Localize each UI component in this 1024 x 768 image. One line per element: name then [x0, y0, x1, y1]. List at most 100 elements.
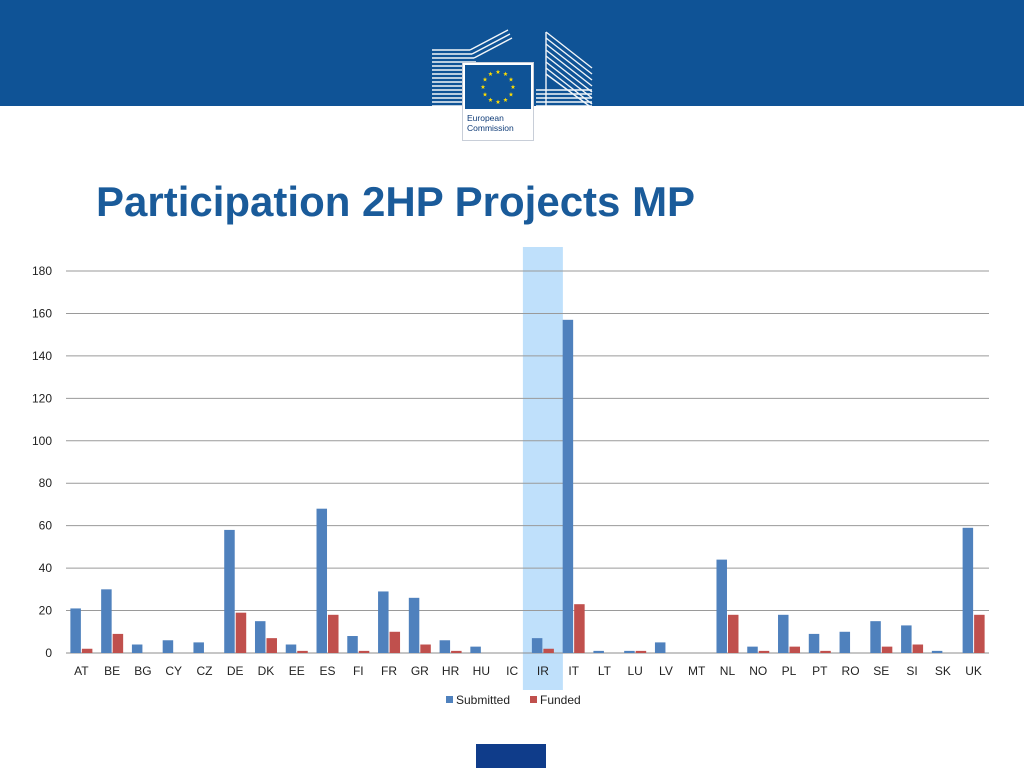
bar-submitted-lu — [624, 650, 635, 653]
x-tick-label: DK — [258, 664, 275, 678]
x-tick-label: PT — [812, 664, 828, 678]
bar-submitted-es — [316, 508, 328, 653]
star-icon — [488, 71, 493, 76]
x-tick-label: GR — [411, 664, 429, 678]
bar-funded-es — [328, 614, 339, 653]
bar-funded-hr — [451, 650, 462, 653]
star-icon — [495, 99, 501, 104]
legend-label-submitted: Submitted — [456, 693, 510, 707]
bar-submitted-cz — [193, 642, 204, 653]
y-tick-label: 120 — [32, 391, 52, 405]
bar-funded-be — [112, 633, 124, 653]
bar-submitted-pt — [808, 633, 820, 653]
x-tick-label: CY — [165, 664, 182, 678]
bar-submitted-dk — [254, 621, 266, 653]
european-commission-logo: European Commission — [430, 28, 594, 142]
star-icon — [495, 69, 501, 74]
star-icon — [510, 84, 516, 89]
footer-tab — [476, 744, 546, 768]
star-icon — [503, 71, 508, 76]
bar-submitted-lv — [654, 642, 666, 653]
star-icon — [488, 97, 493, 102]
legend-swatch-funded — [530, 696, 537, 703]
bar-submitted-hr — [439, 640, 451, 653]
y-tick-label: 40 — [39, 561, 53, 575]
x-tick-label: DE — [227, 664, 244, 678]
x-tick-label: UK — [965, 664, 982, 678]
bar-submitted-nl — [716, 559, 727, 653]
logo-text-line1: European — [467, 113, 504, 123]
bar-submitted-uk — [962, 527, 974, 653]
x-tick-label: LV — [659, 664, 673, 678]
bar-funded-pt — [820, 650, 831, 653]
y-tick-label: 0 — [45, 646, 52, 660]
bar-funded-uk — [974, 614, 985, 653]
y-tick-label: 20 — [39, 604, 53, 618]
x-tick-label: IR — [537, 664, 549, 678]
star-icon — [508, 92, 514, 97]
legend-label-funded: Funded — [540, 693, 581, 707]
x-tick-label: FR — [381, 664, 397, 678]
bar-funded-ee — [297, 650, 308, 653]
x-tick-label: SK — [935, 664, 951, 678]
bar-submitted-se — [870, 621, 881, 653]
x-tick-label: IC — [506, 664, 518, 678]
bar-submitted-de — [224, 529, 235, 653]
bar-submitted-cy — [162, 640, 174, 653]
bar-funded-at — [81, 648, 93, 653]
bar-submitted-pl — [778, 614, 789, 653]
bar-funded-dk — [266, 638, 277, 653]
bar-funded-no — [758, 650, 770, 653]
x-tick-label: ES — [320, 664, 336, 678]
x-tick-label: LT — [598, 664, 612, 678]
star-icon — [508, 77, 514, 82]
bar-submitted-hu — [470, 646, 481, 653]
x-tick-label: PL — [782, 664, 797, 678]
x-tick-label: FI — [353, 664, 364, 678]
x-tick-label: HU — [473, 664, 490, 678]
bar-funded-lu — [635, 650, 647, 653]
highlight-band — [522, 247, 563, 690]
bar-submitted-sk — [931, 650, 943, 653]
x-tick-label: HR — [442, 664, 460, 678]
bar-submitted-gr — [408, 597, 420, 653]
eu-stars-icon — [480, 69, 516, 104]
bar-funded-de — [235, 612, 247, 653]
star-icon — [482, 92, 488, 97]
star-icon — [503, 97, 508, 102]
bar-funded-ir — [543, 648, 554, 653]
bar-funded-fr — [389, 631, 401, 653]
legend: Submitted Funded — [446, 693, 581, 707]
bar-submitted-be — [101, 589, 112, 653]
x-tick-label: SI — [906, 664, 917, 678]
bar-funded-pl — [789, 646, 801, 653]
eu-flag — [465, 65, 531, 109]
bar-submitted-ro — [839, 631, 851, 653]
bar-funded-gr — [420, 644, 431, 653]
y-tick-label: 140 — [32, 349, 52, 363]
bar-submitted-si — [901, 625, 912, 653]
bar-submitted-lt — [593, 650, 604, 653]
bar-submitted-no — [747, 646, 758, 653]
bar-submitted-fi — [347, 636, 358, 653]
x-tick-label: MT — [688, 664, 706, 678]
bar-submitted-fr — [378, 591, 389, 653]
x-tick-label: SE — [873, 664, 889, 678]
page-title: Participation 2HP Projects MP — [96, 178, 696, 225]
bar-submitted-bg — [131, 644, 143, 653]
bar-funded-it — [574, 604, 585, 653]
x-tick-label: AT — [74, 664, 89, 678]
x-tick-label: NL — [720, 664, 736, 678]
x-tick-label: RO — [842, 664, 860, 678]
bar-funded-si — [912, 644, 924, 653]
x-tick-label: NO — [749, 664, 767, 678]
star-icon — [480, 84, 486, 89]
y-tick-label: 160 — [32, 306, 52, 320]
y-tick-label: 180 — [32, 264, 52, 278]
logo-text-line2: Commission — [467, 123, 514, 133]
x-tick-label: IT — [568, 664, 579, 678]
x-tick-label: BG — [134, 664, 151, 678]
x-tick-label: LU — [628, 664, 643, 678]
y-tick-label: 60 — [39, 519, 53, 533]
y-tick-label: 80 — [39, 476, 53, 490]
